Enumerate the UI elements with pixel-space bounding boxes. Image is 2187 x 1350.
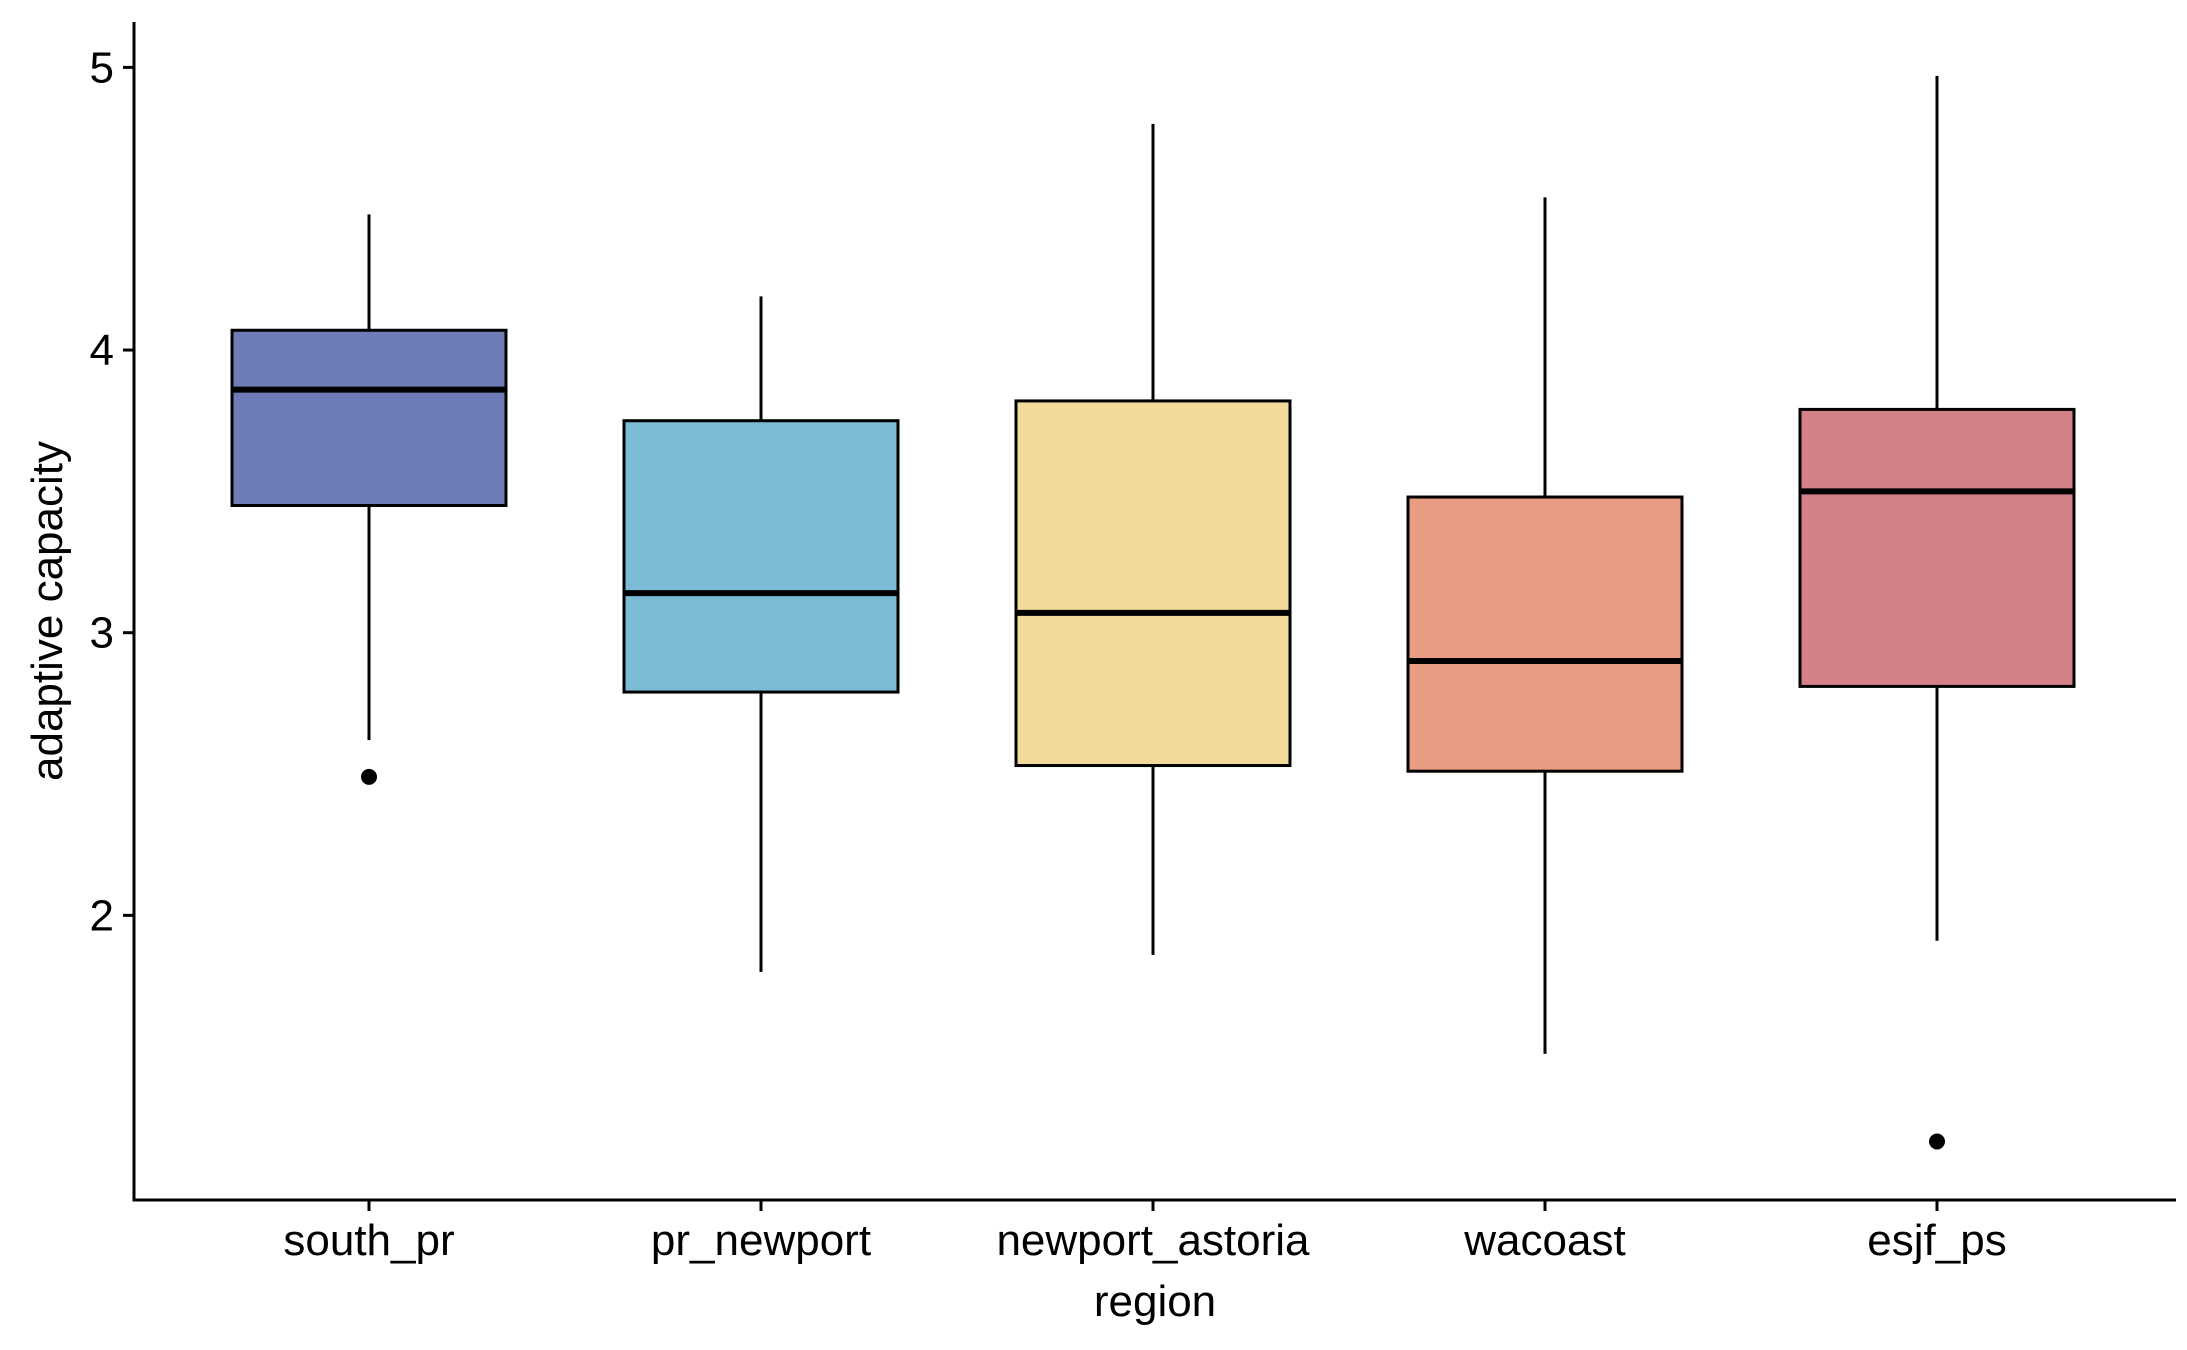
box-wacoast <box>1406 495 1684 773</box>
plot-area <box>230 75 2076 1150</box>
x-axis-title: region <box>1094 1277 1216 1326</box>
x-tick-label-newport_astoria: newport_astoria <box>996 1216 1310 1265</box>
box-pr_newport <box>622 419 900 694</box>
box-esjf_ps <box>1798 407 2076 688</box>
x-tick-label-pr_newport: pr_newport <box>651 1216 871 1265</box>
y-tick-label: 3 <box>90 609 114 658</box>
y-axis-title: adaptive capacity <box>23 441 72 781</box>
y-tick-label: 4 <box>90 326 114 375</box>
y-tick-label: 5 <box>90 43 114 92</box>
outlier-point <box>361 768 377 785</box>
x-tick-label-south_pr: south_pr <box>283 1216 454 1265</box>
box-group-south_pr <box>230 214 508 785</box>
box-newport_astoria <box>1014 399 1292 768</box>
box-south_pr <box>230 328 508 508</box>
box-group-pr_newport <box>622 296 900 972</box>
box-group-newport_astoria <box>1014 123 1292 955</box>
x-tick-label-esjf_ps: esjf_ps <box>1867 1216 2006 1265</box>
y-tick-label: 2 <box>90 891 114 940</box>
axes: 2 3 4 5 south_pr pr_newport newport_astoria wa… <box>23 22 2176 1326</box>
outlier-point <box>1929 1133 1945 1150</box>
y-ticks: 2 3 4 5 <box>90 43 134 940</box>
box-group-esjf_ps <box>1798 75 2076 1150</box>
box-group-wacoast <box>1406 197 1684 1054</box>
x-ticks: south_pr pr_newport newport_astoria wacoast… <box>283 1200 2007 1265</box>
x-tick-label-wacoast: wacoast <box>1463 1216 1625 1265</box>
